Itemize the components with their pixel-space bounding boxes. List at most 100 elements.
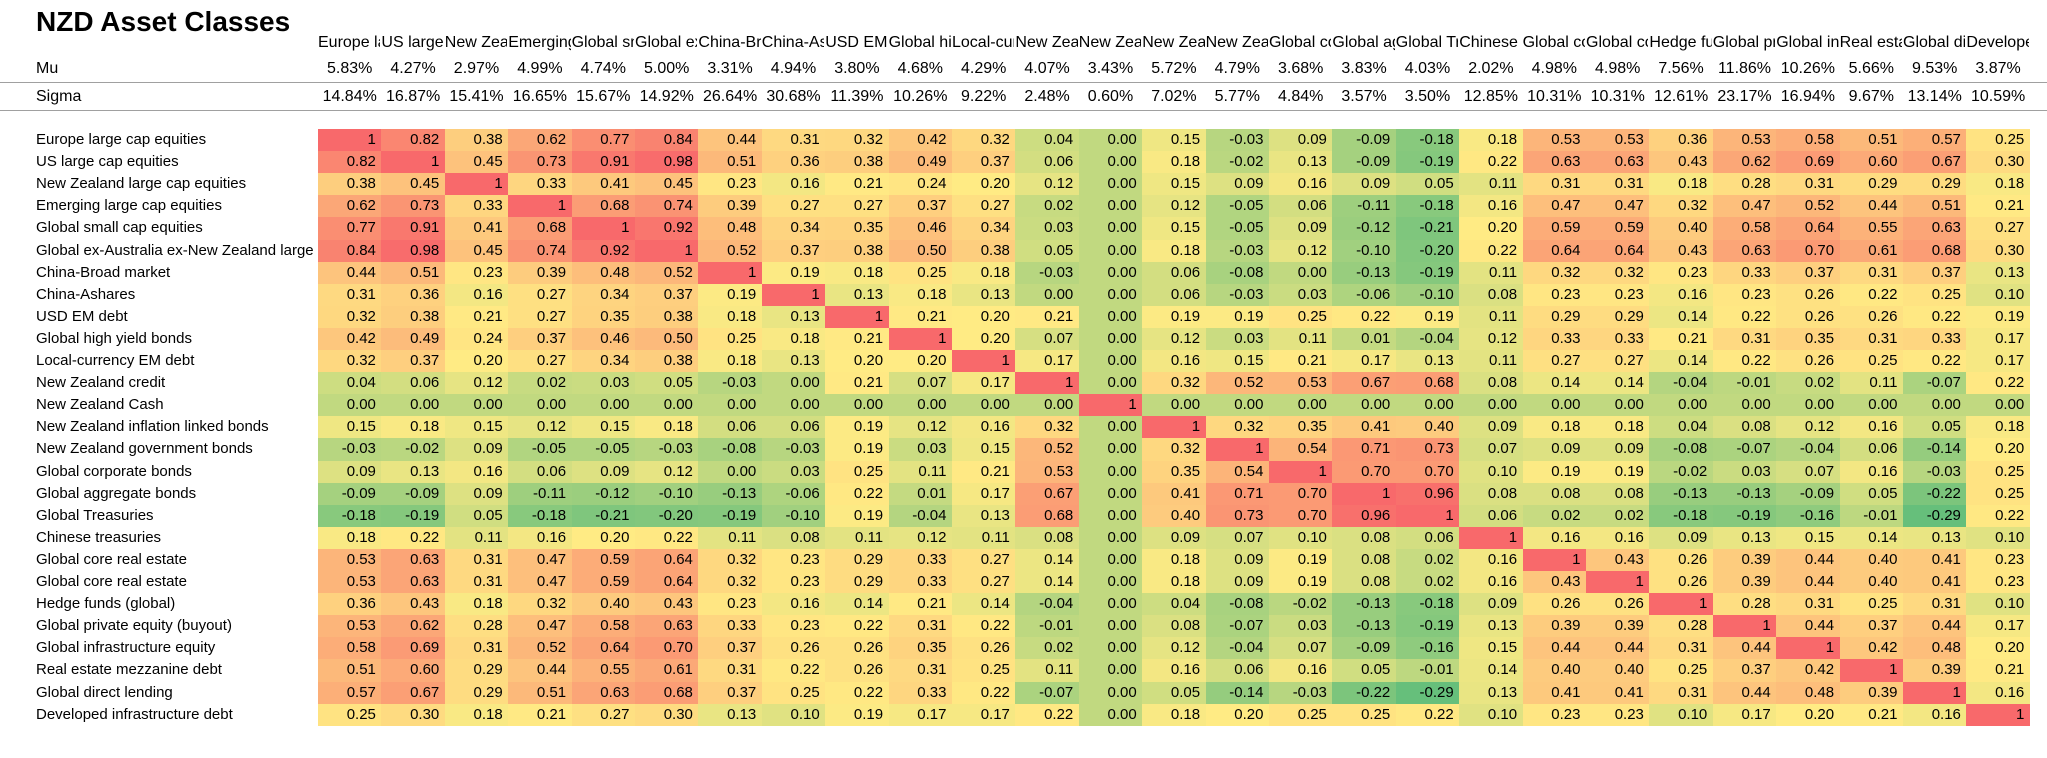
matrix-cell[interactable]: 1 — [444, 173, 509, 196]
matrix-cell[interactable]: 0.22 — [1966, 372, 2031, 395]
matrix-cell[interactable]: 1 — [318, 129, 382, 152]
matrix-cell[interactable]: 0.14 — [1459, 659, 1524, 682]
matrix-cell[interactable]: 0.41 — [444, 217, 509, 240]
matrix-cell[interactable]: 0.26 — [1522, 593, 1587, 616]
matrix-cell[interactable]: 0.31 — [1903, 593, 1967, 616]
matrix-cell[interactable]: 0.38 — [318, 173, 382, 196]
matrix-cell[interactable]: 0.06 — [1142, 261, 1207, 285]
matrix-cell[interactable]: 0.73 — [508, 151, 573, 174]
matrix-cell[interactable]: 0.84 — [318, 239, 382, 263]
matrix-cell[interactable]: 1 — [1142, 416, 1207, 439]
matrix-cell[interactable]: 0.33 — [888, 548, 953, 572]
matrix-cell[interactable]: 0.39 — [1712, 548, 1777, 572]
matrix-cell[interactable]: 0.22 — [381, 526, 446, 550]
matrix-cell[interactable]: 0.63 — [1586, 151, 1650, 174]
matrix-cell[interactable]: 0.69 — [381, 637, 446, 660]
matrix-cell[interactable]: 0.41 — [1332, 416, 1397, 439]
matrix-cell[interactable]: 0.00 — [1015, 394, 1080, 417]
matrix-cell[interactable]: -0.19 — [1395, 151, 1460, 174]
matrix-cell[interactable]: 0.32 — [1522, 261, 1587, 285]
matrix-cell[interactable]: -0.01 — [1712, 372, 1777, 395]
matrix-cell[interactable]: 0.08 — [1586, 482, 1650, 506]
matrix-cell[interactable]: 0.69 — [1776, 151, 1841, 174]
matrix-cell[interactable]: 0.00 — [1078, 217, 1143, 240]
matrix-cell[interactable]: 0.08 — [1459, 482, 1524, 506]
matrix-cell[interactable]: 0.16 — [1522, 526, 1587, 550]
matrix-cell[interactable]: 0.50 — [635, 327, 699, 351]
matrix-cell[interactable]: 0.00 — [318, 394, 382, 417]
matrix-cell[interactable]: 0.25 — [1903, 283, 1967, 307]
matrix-cell[interactable]: 0.08 — [1712, 416, 1777, 439]
matrix-cell[interactable]: -0.01 — [1839, 504, 1904, 528]
matrix-cell[interactable]: 0.00 — [698, 460, 763, 484]
matrix-cell[interactable]: 0.20 — [1205, 703, 1270, 727]
matrix-cell[interactable]: -0.09 — [1332, 129, 1397, 152]
matrix-cell[interactable]: 0.00 — [761, 372, 826, 395]
matrix-cell[interactable]: 0.00 — [1078, 571, 1143, 594]
matrix-cell[interactable]: 0.20 — [1776, 703, 1841, 727]
matrix-cell[interactable]: 0.64 — [1776, 217, 1841, 240]
matrix-cell[interactable]: 0.71 — [1332, 438, 1397, 461]
matrix-cell[interactable]: 0.40 — [1142, 504, 1207, 528]
matrix-cell[interactable]: 0.74 — [508, 239, 573, 263]
matrix-cell[interactable]: 0.39 — [1903, 659, 1967, 682]
matrix-cell[interactable]: 0.21 — [825, 327, 890, 351]
matrix-cell[interactable]: 0.03 — [1205, 327, 1270, 351]
matrix-cell[interactable]: 0.62 — [508, 129, 573, 152]
matrix-cell[interactable]: 0.16 — [1459, 195, 1524, 218]
matrix-cell[interactable]: 0.11 — [1459, 173, 1524, 196]
matrix-cell[interactable]: 0.64 — [635, 571, 699, 594]
matrix-cell[interactable]: 0.11 — [1459, 305, 1524, 329]
matrix-cell[interactable]: 0.67 — [1015, 482, 1080, 506]
matrix-cell[interactable]: 0.73 — [1395, 438, 1460, 461]
matrix-cell[interactable]: 0.23 — [1522, 703, 1587, 727]
matrix-cell[interactable]: 0.67 — [381, 681, 446, 705]
matrix-cell[interactable]: 0.51 — [318, 659, 382, 682]
matrix-cell[interactable]: 0.44 — [1712, 681, 1777, 705]
matrix-cell[interactable]: 0.12 — [888, 526, 953, 550]
matrix-cell[interactable]: 0.30 — [1966, 239, 2031, 263]
matrix-cell[interactable]: 0.28 — [1649, 615, 1714, 638]
matrix-cell[interactable]: 0.05 — [1395, 173, 1460, 196]
matrix-cell[interactable]: 0.53 — [318, 571, 382, 594]
matrix-cell[interactable]: -0.21 — [571, 504, 636, 528]
matrix-cell[interactable]: 0.39 — [1839, 681, 1904, 705]
matrix-cell[interactable]: -0.04 — [1649, 372, 1714, 395]
matrix-cell[interactable]: 0.31 — [1839, 261, 1904, 285]
matrix-cell[interactable]: -0.07 — [1015, 681, 1080, 705]
matrix-cell[interactable]: 0.19 — [1966, 305, 2031, 329]
matrix-cell[interactable]: 0.36 — [318, 593, 382, 616]
matrix-cell[interactable]: 0.06 — [1395, 526, 1460, 550]
matrix-cell[interactable]: 0.17 — [1712, 703, 1777, 727]
matrix-cell[interactable]: 0.13 — [761, 305, 826, 329]
matrix-cell[interactable]: 0.70 — [635, 637, 699, 660]
matrix-cell[interactable]: 0.10 — [1966, 283, 2031, 307]
matrix-cell[interactable]: 0.19 — [825, 416, 890, 439]
matrix-cell[interactable]: 0.38 — [381, 305, 446, 329]
matrix-cell[interactable]: 0.44 — [1776, 571, 1841, 594]
matrix-cell[interactable]: -0.18 — [1649, 504, 1714, 528]
matrix-cell[interactable]: 0.09 — [1142, 526, 1207, 550]
matrix-cell[interactable]: 0.00 — [1078, 526, 1143, 550]
matrix-cell[interactable]: 0.53 — [1712, 129, 1777, 152]
matrix-cell[interactable]: 0.26 — [1586, 593, 1650, 616]
matrix-cell[interactable]: 0.25 — [1269, 703, 1333, 727]
matrix-cell[interactable]: -0.11 — [508, 482, 573, 506]
matrix-cell[interactable]: 0.14 — [1649, 305, 1714, 329]
matrix-cell[interactable]: 0.18 — [444, 703, 509, 727]
matrix-cell[interactable]: 0.27 — [571, 703, 636, 727]
matrix-cell[interactable]: 0.18 — [698, 350, 763, 373]
matrix-cell[interactable]: 1 — [888, 327, 953, 351]
matrix-cell[interactable]: 0.23 — [761, 571, 826, 594]
matrix-cell[interactable]: 0.00 — [1078, 637, 1143, 660]
matrix-cell[interactable]: 0.30 — [635, 703, 699, 727]
matrix-cell[interactable]: 0.08 — [1459, 372, 1524, 395]
matrix-cell[interactable]: 0.09 — [1649, 526, 1714, 550]
matrix-cell[interactable]: 0.00 — [1078, 239, 1143, 263]
matrix-cell[interactable]: 0.12 — [635, 460, 699, 484]
matrix-cell[interactable]: 0.47 — [1586, 195, 1650, 218]
matrix-cell[interactable]: -0.13 — [1649, 482, 1714, 506]
matrix-cell[interactable]: 0.09 — [1269, 217, 1333, 240]
matrix-cell[interactable]: 0.18 — [1586, 416, 1650, 439]
matrix-cell[interactable]: 0.06 — [1142, 283, 1207, 307]
